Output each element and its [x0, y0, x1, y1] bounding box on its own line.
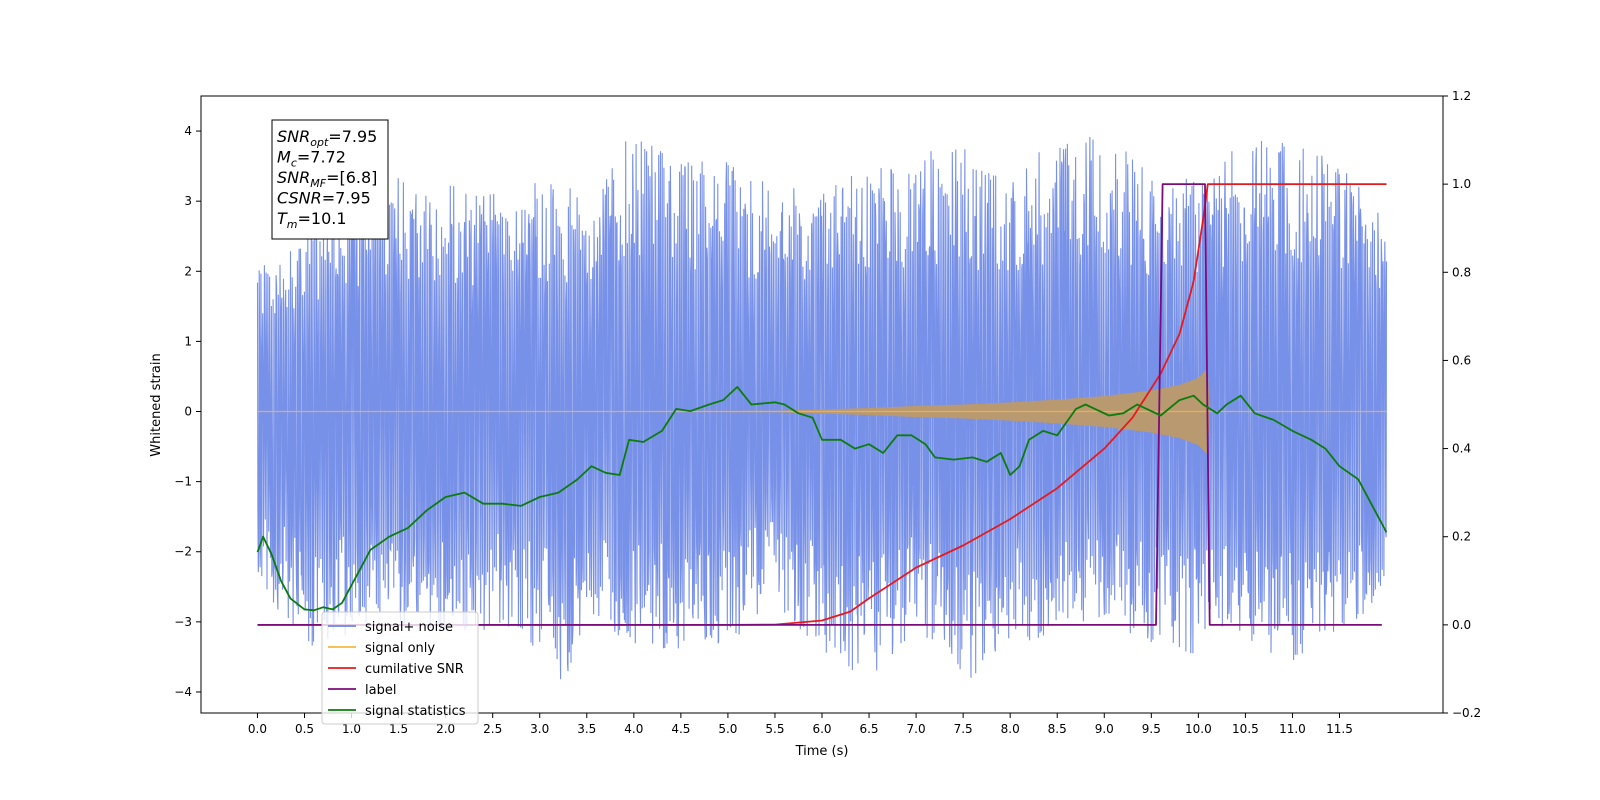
x-axis-label: Time (s) [795, 744, 849, 759]
annotation-box: SNRopt=7.95Mc=7.72SNRMF=[6.8]CSNR=7.95Tm… [271, 119, 389, 240]
legend-label: cumilative SNR [365, 662, 464, 677]
y-left-tick-label: 1 [184, 334, 192, 348]
y-right-tick-label: 0.8 [1452, 265, 1471, 279]
y-left-tick-label: 3 [184, 194, 192, 208]
annotation-line: Mc=7.72 [277, 148, 346, 170]
x-tick-label: 10.0 [1185, 722, 1212, 736]
x-tick-label: 4.0 [624, 722, 643, 736]
x-tick-label: 3.5 [577, 722, 596, 736]
y-left-tick-label: 2 [184, 264, 192, 278]
y-right-tick-label: 0.4 [1452, 442, 1471, 456]
signal-noise-series [256, 136, 1388, 680]
x-tick-label: 5.5 [765, 722, 784, 736]
y-left-tick-label: 0 [184, 405, 192, 419]
legend-label: signal+ noise [365, 620, 453, 635]
y-right-tick-label: 0.0 [1452, 618, 1471, 632]
x-tick-label: 5.0 [718, 722, 737, 736]
x-tick-label: 6.5 [859, 722, 878, 736]
x-tick-label: 6.0 [812, 722, 831, 736]
x-tick-label: 8.0 [1001, 722, 1020, 736]
cumulative-snr-series [257, 183, 1387, 626]
x-tick-label: 0.5 [295, 722, 314, 736]
x-tick-label: 9.0 [1095, 722, 1114, 736]
y-left-tick-label: −3 [174, 615, 192, 629]
legend-label: signal statistics [365, 704, 466, 719]
y-right-tick-label: −0.2 [1452, 706, 1481, 720]
y-axis-label: Whitened strain [149, 353, 164, 456]
legend: signal+ noise signal only cumilative SNR la… [321, 611, 479, 725]
x-tick-label: 8.5 [1048, 722, 1067, 736]
annotation-line: Tm=10.1 [277, 209, 347, 231]
x-tick-label: 10.5 [1232, 722, 1259, 736]
label-series [257, 183, 1382, 626]
x-tick-label: 9.5 [1142, 722, 1161, 736]
x-tick-label: 1.5 [389, 722, 408, 736]
legend-label: signal only [365, 641, 435, 656]
x-tick-label: 7.5 [954, 722, 973, 736]
signal-statistics-series [256, 386, 1388, 612]
x-tick-label: 11.5 [1326, 722, 1353, 736]
y-right-tick-label: 0.2 [1452, 530, 1471, 544]
y-right-tick-label: 1.2 [1452, 89, 1471, 103]
x-tick-label: 11.0 [1279, 722, 1306, 736]
legend-frame [321, 611, 479, 725]
x-tick-label: 4.5 [671, 722, 690, 736]
y-right-tick-label: 0.6 [1452, 353, 1471, 367]
x-tick-label: 3.0 [530, 722, 549, 736]
plot-data-layer [256, 136, 1388, 680]
x-tick-label: 1.0 [342, 722, 361, 736]
legend-label: label [365, 683, 396, 698]
x-tick-label: 0.0 [248, 722, 267, 736]
y-left-tick-label: −2 [174, 545, 192, 559]
x-tick-label: 7.0 [907, 722, 926, 736]
annotation-line: CSNR=7.95 [277, 189, 371, 208]
y-left-tick-label: −4 [174, 685, 192, 699]
y-left-tick-label: −1 [174, 475, 192, 489]
annotation-line: SNRopt=7.95 [277, 127, 377, 149]
annotation-line: SNRMF=[6.8] [277, 168, 377, 190]
annotation-box-frame [271, 119, 389, 240]
x-tick-label: 2.5 [483, 722, 502, 736]
y-left-tick-label: 4 [184, 124, 192, 138]
axes-layer: 0.0 0.5 1.0 1.5 2.0 2.5 3.0 3.5 4.0 4.5 5.0 5.5 6.0 6… [174, 89, 1481, 736]
x-tick-label: 2.0 [436, 722, 455, 736]
y-right-tick-label: 1.0 [1452, 177, 1471, 191]
